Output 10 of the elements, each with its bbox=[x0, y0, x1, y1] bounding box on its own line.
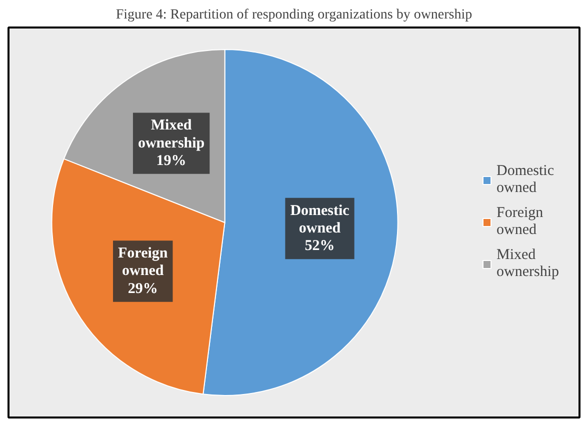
data-label: 52% bbox=[304, 238, 335, 254]
slice-label: Mixed ownership bbox=[138, 118, 205, 152]
legend-label: Domestic owned bbox=[496, 163, 554, 197]
chart-title: Figure 4: Repartition of responding organizations by ownership bbox=[116, 8, 472, 22]
slice-label: Foreign owned bbox=[118, 246, 168, 280]
legend-label: Foreign owned bbox=[496, 205, 544, 239]
legend-label: Mixed ownership bbox=[496, 247, 559, 281]
data-label: 19% bbox=[156, 152, 186, 169]
slice-label: Domestic owned bbox=[290, 202, 350, 237]
data-label: 29% bbox=[128, 280, 158, 297]
